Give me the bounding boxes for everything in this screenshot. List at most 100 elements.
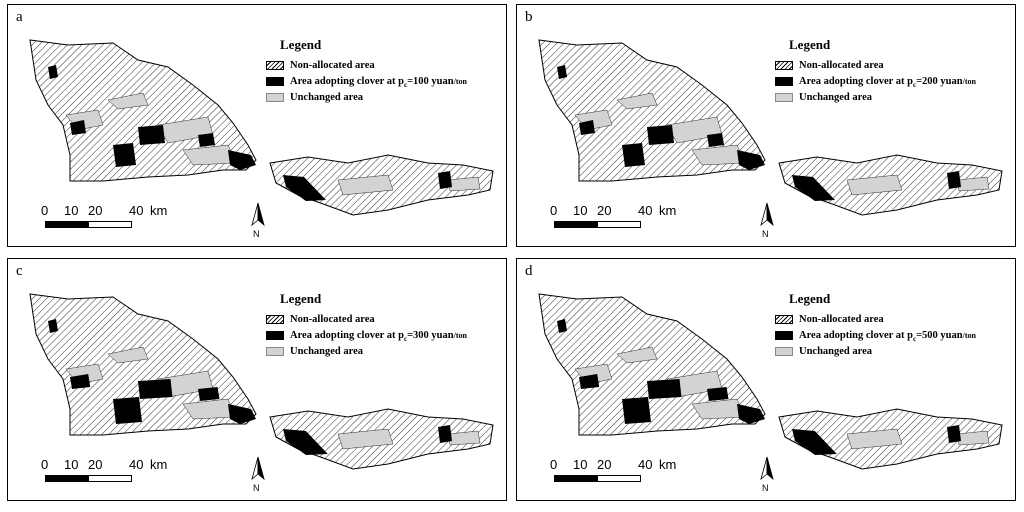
unchanged-patch (846, 428, 903, 450)
adopted-patch (647, 379, 682, 399)
adopted-patch (737, 150, 765, 170)
legend-label: Area adopting clover at pc=100 yuan/ton (290, 75, 467, 89)
north-arrow: N (248, 455, 278, 495)
north-label: N (253, 483, 260, 493)
scale-label-40: 40 (129, 457, 144, 472)
map-panel-a: a Legend Non-allocated are (7, 4, 507, 247)
black-swatch (266, 330, 284, 340)
scale-bar: 0 10 20 40 km (36, 457, 176, 497)
adopted-patch (198, 133, 215, 147)
grey-swatch (266, 92, 284, 102)
grey-swatch (775, 346, 793, 356)
scale-label-40: 40 (638, 203, 653, 218)
grey-swatch (266, 346, 284, 356)
black-swatch (775, 76, 793, 86)
legend: Legend Non-allocated area Area adopting … (266, 291, 506, 359)
legend-item-unchanged: Unchanged area (266, 89, 506, 105)
scale-bar-black (554, 475, 598, 482)
scale-label-10: 10 (64, 203, 79, 218)
scale-bar-white (597, 475, 641, 482)
unchanged-patch (107, 346, 149, 364)
legend-label: Unchanged area (799, 345, 873, 357)
hatch-swatch (775, 60, 793, 70)
adopted-patch (113, 397, 142, 424)
scale-bar-white (597, 221, 641, 228)
black-swatch (775, 330, 793, 340)
scale-label-0: 0 (41, 203, 49, 218)
scale-label-20: 20 (88, 457, 103, 472)
hatch-swatch (266, 314, 284, 324)
adopted-patch (557, 65, 567, 79)
north-arrow-icon: N (251, 202, 265, 239)
adopted-patch (138, 125, 165, 145)
legend-label: Non-allocated area (799, 59, 884, 71)
north-arrow-icon: N (760, 202, 774, 239)
legend-label: Area adopting clover at pc=300 yuan/ton (290, 329, 467, 343)
hatch-swatch (775, 314, 793, 324)
scale-unit: km (150, 457, 168, 472)
scale-label-20: 20 (597, 203, 612, 218)
legend-item-adopting-clover: Area adopting clover at pc=200 yuan/ton (775, 73, 1015, 89)
legend-item-non-allocated: Non-allocated area (775, 311, 1015, 327)
adopted-patch (707, 133, 724, 147)
north-arrow-icon: N (251, 456, 265, 493)
panel-letter: a (16, 9, 23, 25)
scale-label-20: 20 (88, 203, 103, 218)
unchanged-patch (616, 346, 658, 364)
legend-title: Legend (280, 291, 322, 306)
legend-label: Area adopting clover at pc=500 yuan/ton (799, 329, 976, 343)
scale-label-0: 0 (550, 203, 558, 218)
map-panel (29, 293, 494, 470)
north-label: N (253, 229, 260, 239)
adopted-patch (737, 404, 765, 424)
adopted-patch (557, 319, 567, 333)
adopted-patch (438, 171, 452, 189)
adopted-patch (622, 143, 645, 167)
map-panel-d: d Legend Non-allocated are (516, 258, 1016, 501)
panel-letter: b (525, 9, 533, 25)
north-arrow-icon: N (760, 456, 774, 493)
scale-label-10: 10 (573, 203, 588, 218)
legend-item-non-allocated: Non-allocated area (775, 57, 1015, 73)
map-panel (29, 39, 494, 216)
north-arrow: N (248, 201, 278, 241)
legend-title: Legend (789, 291, 831, 306)
adopted-patch (70, 120, 86, 135)
adopted-patch (198, 387, 220, 401)
scale-label-40: 40 (129, 203, 144, 218)
legend-item-non-allocated: Non-allocated area (266, 57, 506, 73)
adopted-patch (228, 404, 256, 424)
scale-unit: km (659, 203, 677, 218)
scale-unit: km (659, 457, 677, 472)
adopted-patch (579, 120, 595, 135)
region-west (29, 39, 257, 182)
adopted-patch (947, 171, 961, 189)
panel-letter: c (16, 263, 23, 279)
scale-label-10: 10 (64, 457, 79, 472)
legend-label: Non-allocated area (799, 313, 884, 325)
unchanged-patch (337, 428, 394, 450)
adopted-patch (283, 429, 328, 455)
region-west (538, 39, 766, 182)
scale-bar-black (45, 475, 89, 482)
north-label: N (762, 483, 769, 493)
legend-item-unchanged: Unchanged area (775, 343, 1015, 359)
map-panel (538, 293, 1003, 470)
map-panel-c: c Legend Non-allocated are (7, 258, 507, 501)
scale-unit: km (150, 203, 168, 218)
north-arrow: N (757, 455, 787, 495)
legend-item-unchanged: Unchanged area (775, 89, 1015, 105)
grey-swatch (775, 92, 793, 102)
adopted-patch (622, 397, 651, 424)
unchanged-patch (846, 174, 903, 196)
scale-label-20: 20 (597, 457, 612, 472)
scale-label-0: 0 (41, 457, 49, 472)
legend-item-adopting-clover: Area adopting clover at pc=300 yuan/ton (266, 327, 506, 343)
legend-label: Unchanged area (290, 91, 364, 103)
adopted-patch (113, 143, 136, 167)
scale-bar-white (88, 475, 132, 482)
adopted-patch (70, 374, 91, 389)
scale-bar: 0 10 20 40 km (545, 203, 685, 243)
scale-bar-black (554, 221, 598, 228)
legend: Legend Non-allocated area Area adopting … (775, 291, 1015, 359)
